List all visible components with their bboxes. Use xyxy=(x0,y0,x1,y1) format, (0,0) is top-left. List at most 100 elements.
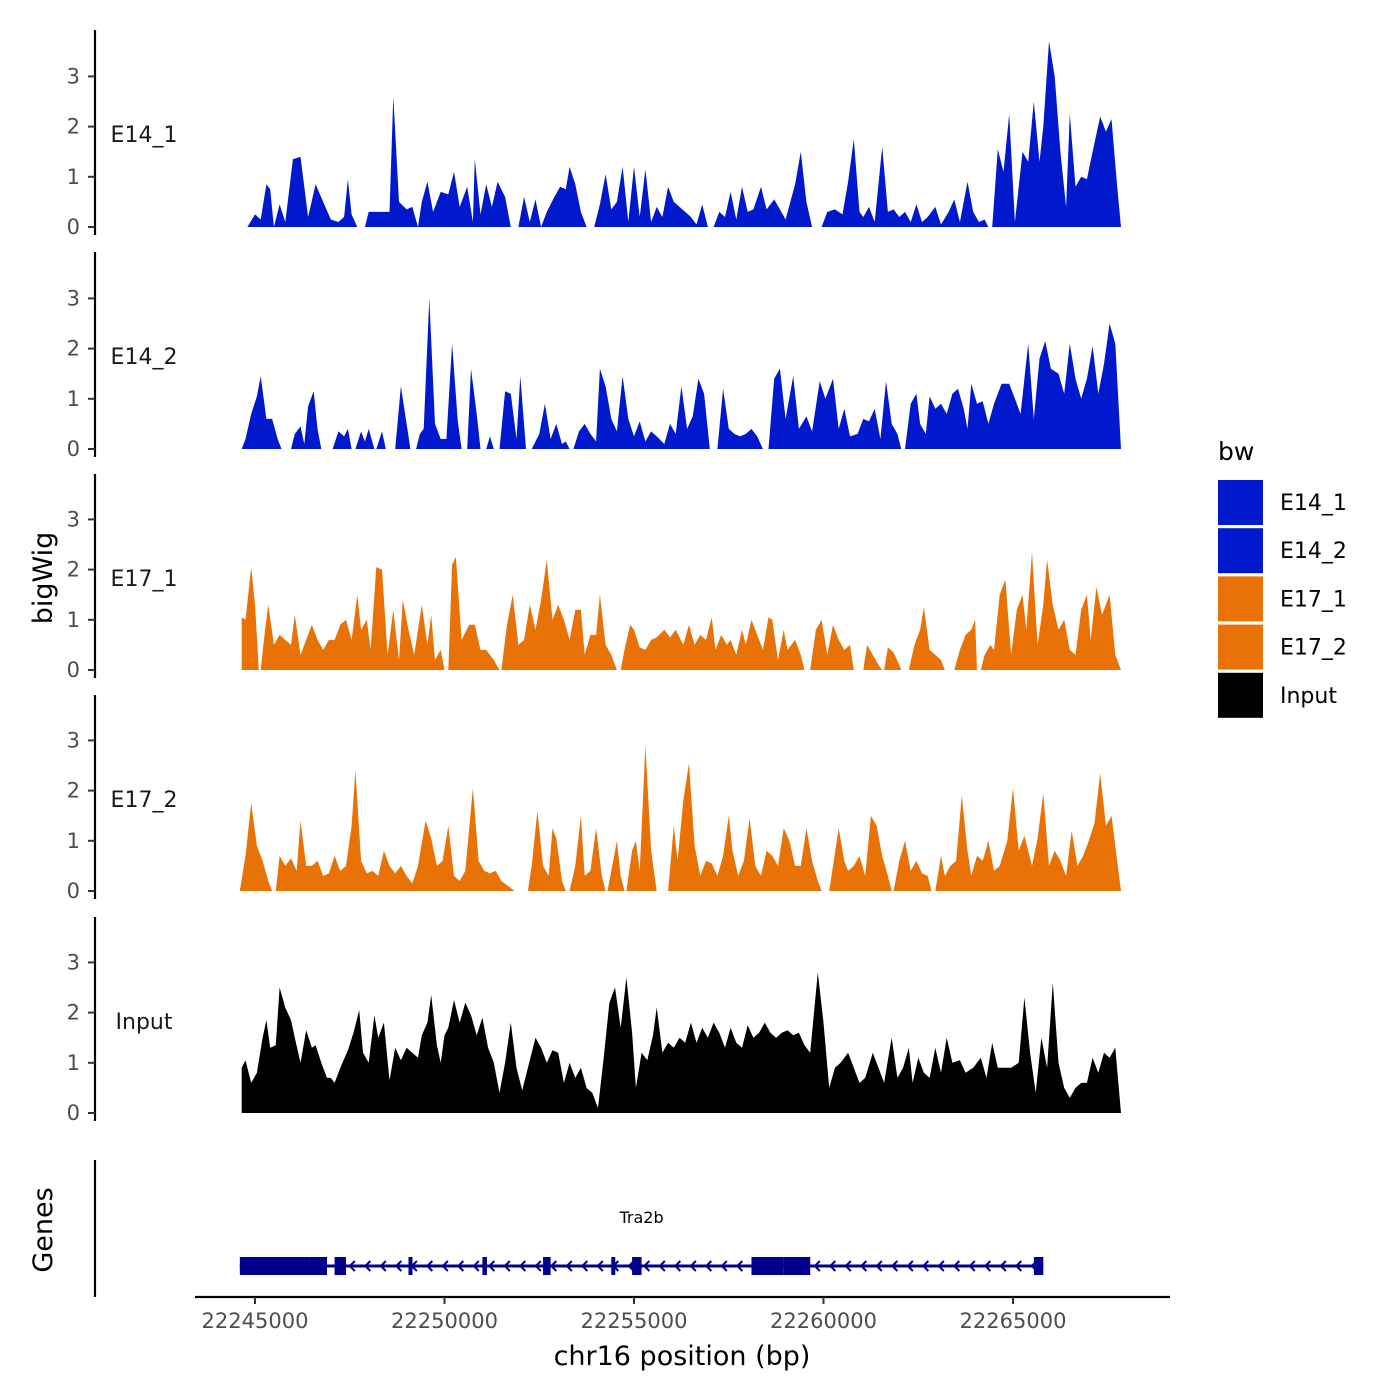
gene-exon xyxy=(334,1257,346,1275)
legend-label: E14_1 xyxy=(1280,491,1347,516)
signal-area xyxy=(275,770,515,891)
strand-arrow xyxy=(549,1260,558,1272)
track-e14-1: 0 1 2 3 E14_1 xyxy=(67,30,1121,239)
strand-arrow xyxy=(487,1260,496,1272)
strand-arrow xyxy=(828,1260,837,1272)
signal-area xyxy=(291,391,322,449)
signal-area xyxy=(395,386,411,449)
gene-panel: Tra2b xyxy=(93,1160,1044,1297)
legend-title: bw xyxy=(1218,437,1254,466)
y-tick-label: 3 xyxy=(67,286,80,310)
signal-area xyxy=(501,559,617,670)
signal-area xyxy=(527,810,566,891)
track-label: E14_1 xyxy=(111,123,178,148)
signal-area xyxy=(247,156,358,227)
y-tick-label: 3 xyxy=(67,64,80,88)
signal-area xyxy=(364,96,511,227)
signal-area xyxy=(884,647,902,670)
strand-arrow xyxy=(937,1260,945,1272)
signal-area xyxy=(863,644,883,670)
y-tick-label: 2 xyxy=(67,779,80,803)
y-tick-label: 1 xyxy=(67,1051,80,1075)
signal-area xyxy=(668,763,822,891)
strand-arrow xyxy=(658,1260,666,1272)
signal-area xyxy=(499,376,526,449)
signal-area xyxy=(626,745,657,891)
signal-area xyxy=(467,368,481,449)
gene-exon xyxy=(482,1257,487,1275)
strand-arrow xyxy=(704,1260,713,1272)
signal-area xyxy=(531,403,570,449)
signal-area xyxy=(376,431,386,449)
y-tick-label: 3 xyxy=(67,728,80,752)
signal-area xyxy=(905,323,1121,449)
y-tick-label: 1 xyxy=(67,165,80,189)
legend-swatch xyxy=(1218,624,1263,670)
x-tick-label: 22265000 xyxy=(960,1309,1067,1333)
signal-area xyxy=(908,607,945,670)
signal-area xyxy=(448,557,500,670)
signal-area xyxy=(893,840,932,891)
legend-swatch xyxy=(1218,576,1263,622)
y-tick-label: 3 xyxy=(67,507,80,531)
y-tick-label: 0 xyxy=(67,879,80,903)
legend-swatch xyxy=(1218,672,1263,718)
y-tick-label: 3 xyxy=(67,950,80,974)
y-tick-label: 0 xyxy=(67,437,80,461)
strand-arrow xyxy=(472,1260,480,1272)
signal-area xyxy=(241,972,1121,1113)
gene-exon xyxy=(632,1257,642,1275)
strand-arrow xyxy=(580,1260,589,1272)
strand-arrow xyxy=(720,1260,728,1272)
gene-exon xyxy=(1033,1257,1044,1275)
strand-arrow xyxy=(425,1260,434,1272)
signal-area xyxy=(332,428,352,449)
strand-arrow xyxy=(534,1260,542,1272)
y-tick-label: 1 xyxy=(67,608,80,632)
strand-arrow xyxy=(394,1260,403,1272)
track-input: 0 1 2 3 Input xyxy=(67,917,1121,1125)
strand-arrow xyxy=(379,1260,387,1272)
strand-arrow xyxy=(844,1260,852,1272)
signal-area xyxy=(573,368,710,449)
y-tick-label: 0 xyxy=(67,215,80,239)
signal-area xyxy=(239,803,273,891)
y-tick-label: 1 xyxy=(67,829,80,853)
x-tick-label: 22250000 xyxy=(391,1309,498,1333)
gene-exon xyxy=(783,1257,811,1275)
gene-exon xyxy=(611,1257,616,1275)
strand-arrow xyxy=(689,1260,697,1272)
track-e14-2: 0 1 2 3 E14_2 xyxy=(67,252,1121,461)
y-tick-label: 2 xyxy=(67,115,80,139)
gene-exon xyxy=(309,1257,328,1275)
signal-area xyxy=(992,41,1121,227)
strand-arrow xyxy=(999,1260,1007,1272)
signal-area xyxy=(980,552,1121,670)
gene-exon xyxy=(543,1257,551,1275)
legend-label: E14_2 xyxy=(1280,539,1347,564)
strand-arrow xyxy=(565,1260,573,1272)
strand-arrow xyxy=(673,1260,682,1272)
track-label: E17_1 xyxy=(111,567,178,592)
y-tick-label: 2 xyxy=(67,1001,80,1025)
signal-area xyxy=(821,139,989,227)
x-axis: 22245000 22250000 22255000 22260000 22265000 xyxy=(195,1295,1170,1333)
y-tick-label: 2 xyxy=(67,337,80,361)
strand-arrow xyxy=(859,1260,868,1272)
legend-swatch xyxy=(1218,528,1263,574)
y-tick-label: 2 xyxy=(67,558,80,582)
signal-area xyxy=(416,298,462,449)
strand-arrow xyxy=(348,1260,356,1272)
strand-arrow xyxy=(813,1260,821,1272)
legend: bw E14_1 E14_2 E17_1 E17_2 Input xyxy=(1218,437,1347,718)
gene-exon xyxy=(408,1257,413,1275)
y-tick-label: 1 xyxy=(67,387,80,411)
signal-area xyxy=(620,617,805,670)
strand-arrow xyxy=(890,1260,899,1272)
signal-area xyxy=(810,619,854,670)
signal-area xyxy=(594,166,708,227)
gene-exon xyxy=(239,1257,310,1275)
genes-panel-title: Genes xyxy=(28,1187,59,1272)
strand-arrow xyxy=(952,1260,961,1272)
strand-arrow xyxy=(456,1260,465,1272)
